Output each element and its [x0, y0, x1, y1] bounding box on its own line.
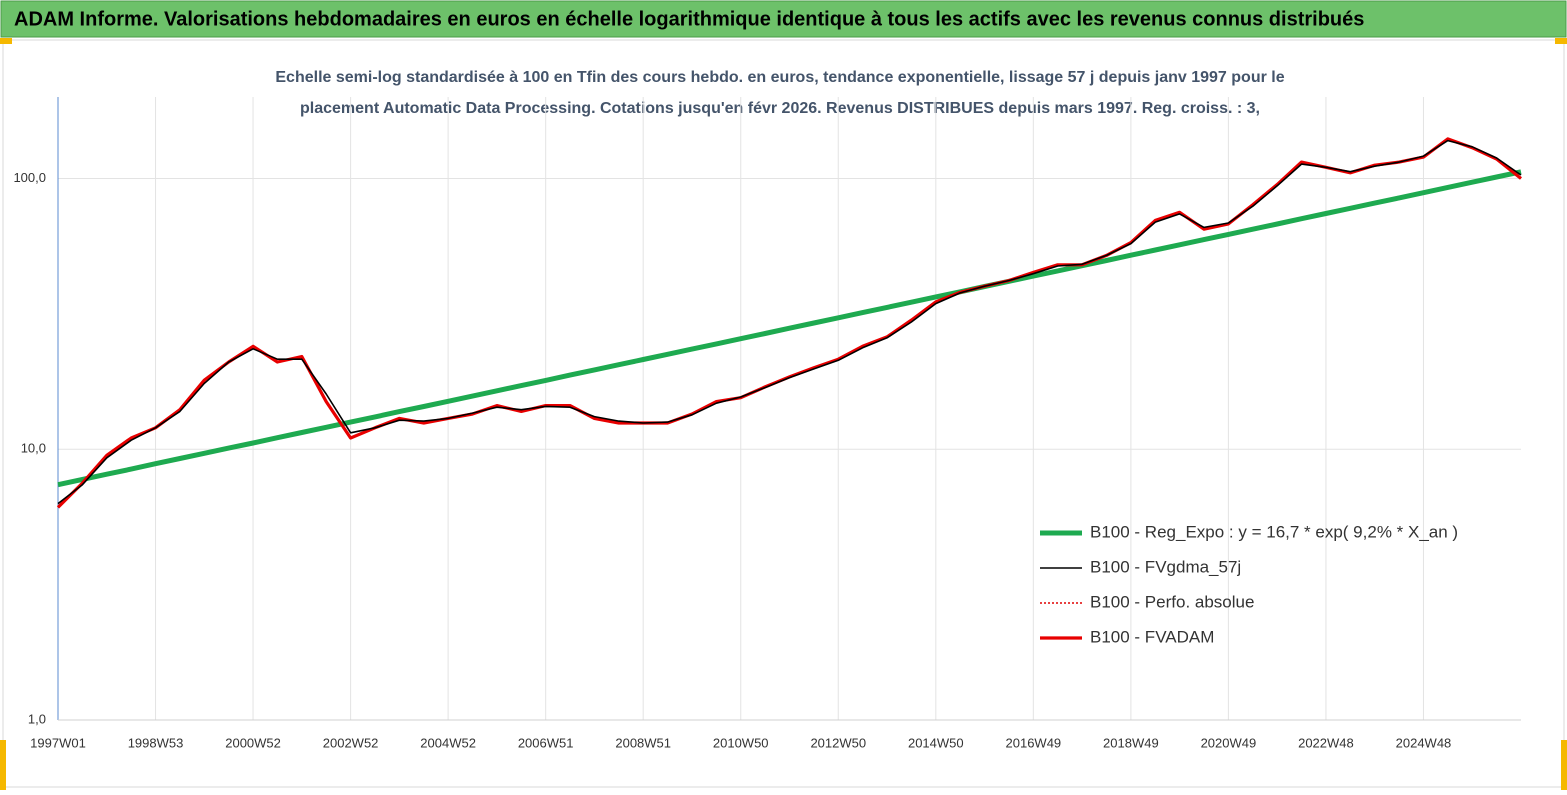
header-bar: [0, 0, 1567, 38]
x-tick-label: 2000W52: [225, 735, 281, 750]
x-tick-label: 2022W48: [1298, 735, 1354, 750]
x-tick-label: 2010W50: [713, 735, 769, 750]
header-title: ADAM Informe. Valorisations hebdomadaire…: [14, 8, 1364, 30]
chart-subtitle: placement Automatic Data Processing. Cot…: [300, 100, 1260, 117]
x-tick-label: 2018W49: [1103, 735, 1159, 750]
corner-mark: [1561, 740, 1567, 790]
legend-label: B100 - Reg_Expo : y = 16,7 * exp( 9,2% *…: [1090, 522, 1458, 541]
corner-mark: [0, 740, 6, 790]
x-tick-label: 1997W01: [30, 735, 86, 750]
x-tick-label: 2020W49: [1201, 735, 1257, 750]
chart-frame: [2, 39, 1565, 788]
corner-mark: [0, 38, 12, 44]
x-tick-label: 2014W50: [908, 735, 964, 750]
y-tick-label: 10,0: [21, 441, 46, 456]
y-tick-label: 100,0: [13, 170, 46, 185]
y-tick-label: 1,0: [28, 711, 46, 726]
x-tick-label: 2024W48: [1396, 735, 1452, 750]
x-tick-label: 2004W52: [420, 735, 476, 750]
series-line: [57, 139, 1522, 505]
legend-label: B100 - FVgdma_57j: [1090, 557, 1241, 576]
legend-label: B100 - FVADAM: [1090, 627, 1214, 646]
x-tick-label: 2008W51: [615, 735, 671, 750]
corner-mark: [1555, 38, 1567, 44]
x-tick-label: 1998W53: [128, 735, 184, 750]
legend-label: B100 - Perfo. absolue: [1090, 592, 1254, 611]
x-tick-label: 2012W50: [810, 735, 866, 750]
x-tick-label: 2002W52: [323, 735, 379, 750]
x-tick-label: 2006W51: [518, 735, 574, 750]
series-line: [57, 169, 1522, 488]
x-tick-label: 2016W49: [1006, 735, 1062, 750]
chart-title: Echelle semi-log standardisée à 100 en T…: [275, 69, 1284, 86]
